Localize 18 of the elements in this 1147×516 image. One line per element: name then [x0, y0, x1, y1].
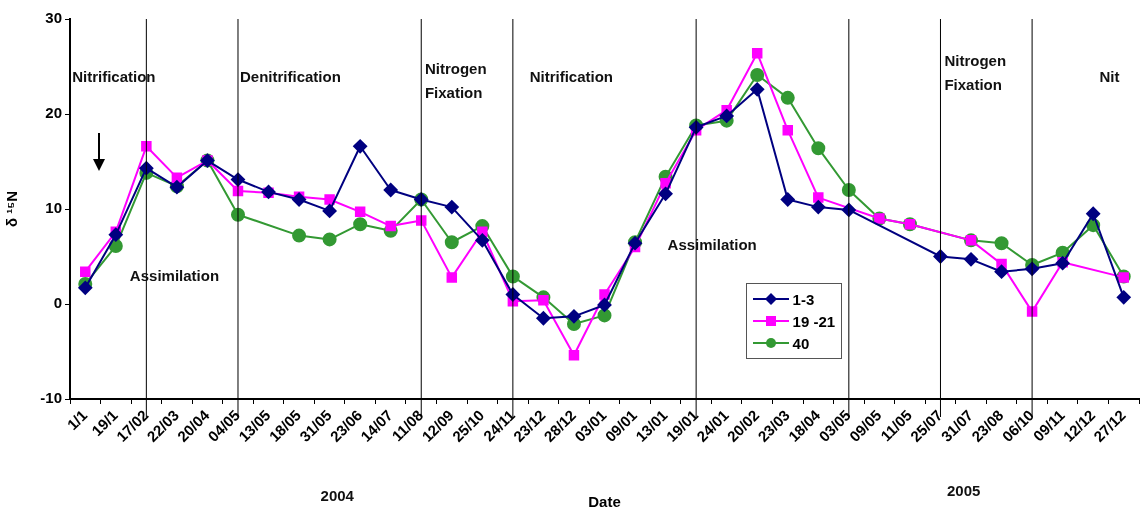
annotation: Nit [1099, 68, 1120, 86]
y-tick-label: 30 [45, 9, 62, 27]
y-tick-label: -10 [40, 389, 62, 407]
annotation: Nitrogen Fixation [424, 60, 487, 102]
text: 2005 [947, 482, 981, 500]
y-tick-label: 10 [45, 199, 62, 217]
y-axis-title: δ ¹⁵N [3, 190, 21, 228]
legend-label: 1-3 [792, 290, 815, 308]
legend-label: 19 -21 [792, 312, 836, 330]
annotation: Nitrification [529, 68, 614, 86]
y-tick-label: 0 [53, 294, 62, 312]
annotation: Nitrogen Fixation [944, 52, 1007, 94]
x-axis-title: Date [588, 493, 621, 511]
y-tick-label: 20 [45, 104, 62, 122]
x-tick-label: 1/1 [63, 406, 91, 434]
annotation: Denitrification [239, 68, 341, 86]
legend-label: 40 [792, 334, 810, 352]
text: 2004 [320, 487, 355, 505]
